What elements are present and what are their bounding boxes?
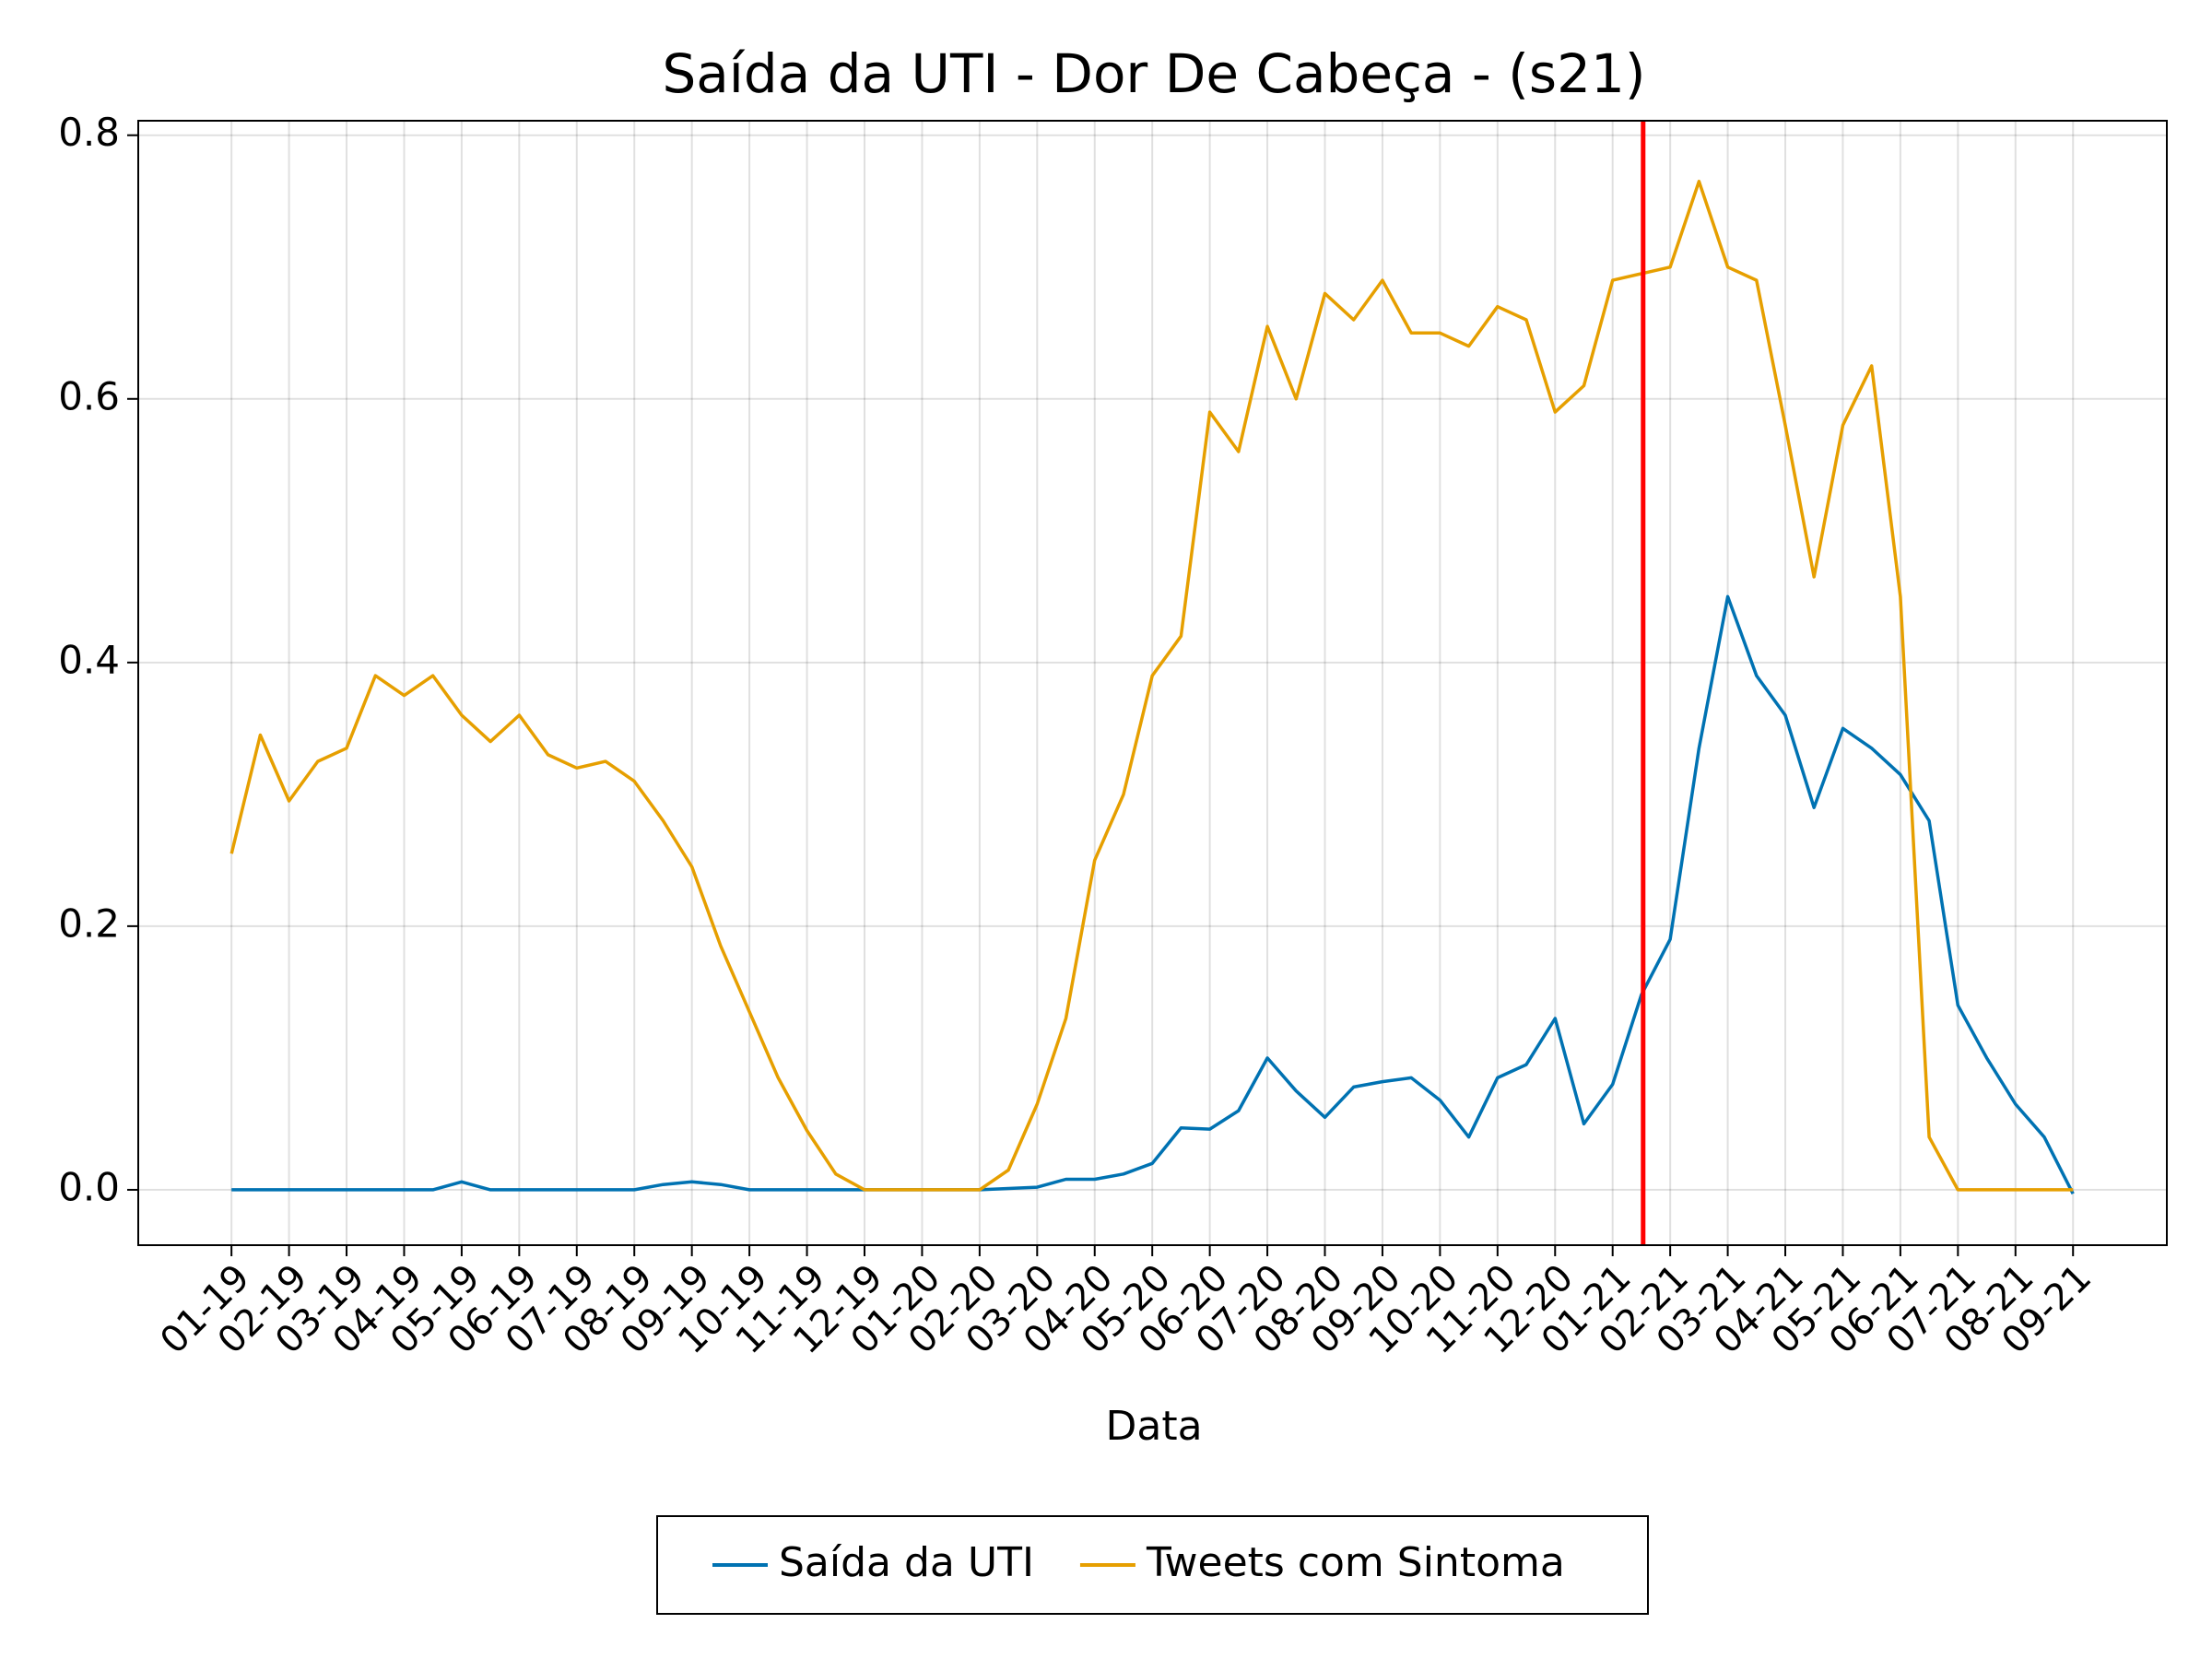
legend-box [656, 1515, 1649, 1615]
legend-label: Tweets com Sintoma [1146, 1539, 1565, 1586]
x-axis-label: Data [1105, 1403, 1202, 1450]
y-tick-label: 0.8 [58, 110, 120, 155]
chart-title: Saída da UTI - Dor De Cabeça - (s21) [662, 42, 1645, 105]
y-tick-label: 0.4 [58, 637, 120, 682]
y-tick-label: 0.6 [58, 373, 120, 418]
series-line [229, 180, 2074, 1192]
plot-frame [137, 120, 2168, 1246]
y-tick-label: 0.2 [58, 900, 120, 946]
series-line [231, 594, 2075, 1194]
legend-label: Saída da UTI [779, 1539, 1034, 1586]
y-tick-label: 0.0 [58, 1164, 120, 1209]
